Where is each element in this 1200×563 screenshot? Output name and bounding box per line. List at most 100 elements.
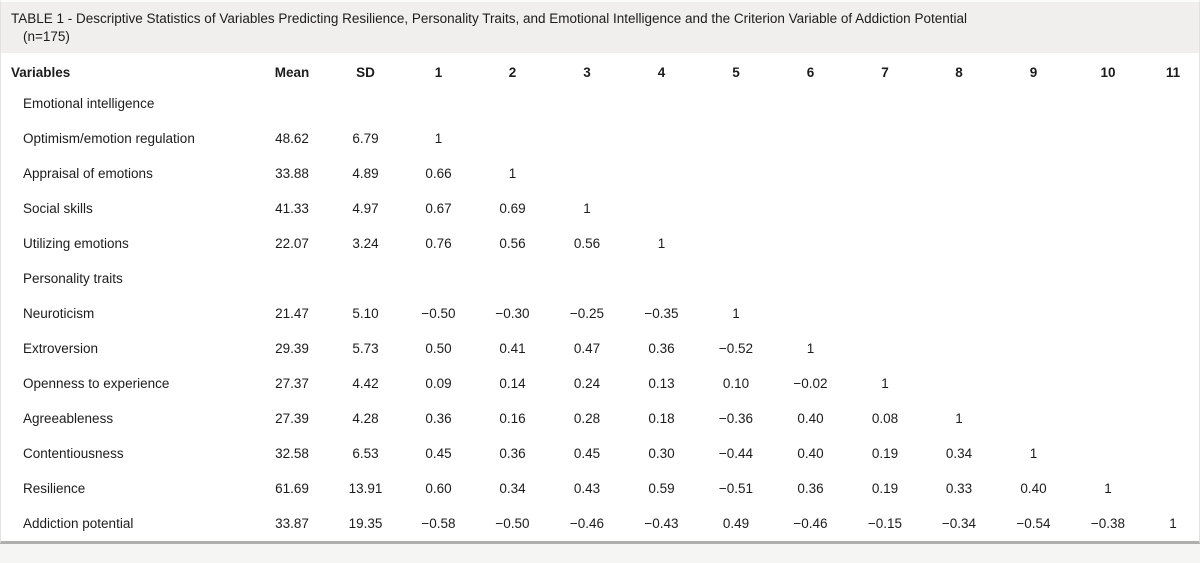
variable-label: Neuroticism [23,306,95,321]
descriptive-statistics-table: Variables Mean SD 1 2 3 4 5 6 7 8 9 10 11 Emotional i… [1,53,1200,541]
cell-value [773,296,848,331]
cell-value: −0.36 [718,411,754,426]
cell-value: −0.51 [718,481,754,496]
cell-value: 0.18 [648,411,675,426]
table-row: Optimism/emotion regulation 48.62 6.79 1 [1,121,1200,156]
cell-value [848,226,922,261]
cell-value [1145,86,1200,121]
cell-value [1145,436,1200,471]
cell-value: 0.19 [871,446,899,461]
cell-value [624,121,699,156]
cell-value [402,86,475,121]
cell-value: 22.07 [275,236,309,251]
cell-value [1145,296,1200,331]
cell-value [922,156,996,191]
cell-value: 0.24 [573,376,601,391]
cell-value: 0.09 [425,376,452,391]
cell-value: −0.50 [495,516,530,531]
cell-value: 0.36 [499,446,526,461]
cell-value [402,261,475,296]
column-header-sd: SD [356,65,375,80]
table-sample-size: (n=175) [23,29,70,44]
cell-value: 13.91 [348,481,383,496]
cell-value: 5.10 [352,306,379,321]
table-header-row: Variables Mean SD 1 2 3 4 5 6 7 8 9 10 11 [1,53,1200,86]
column-header-7: 7 [881,65,889,80]
cell-value: 0.40 [1020,481,1047,496]
cell-value: 27.37 [275,376,309,391]
cell-value [1071,86,1145,121]
column-header-8: 8 [955,65,963,80]
cell-value [848,121,922,156]
cell-value [996,366,1071,401]
variable-label: Utilizing emotions [23,236,129,251]
cell-value [624,156,699,191]
column-header-6: 6 [806,65,815,80]
table-row: Utilizing emotions 22.07 3.24 0.76 0.56 0.56 1 [1,226,1200,261]
column-header-10: 10 [1100,65,1116,80]
section-label: Emotional intelligence [23,96,155,111]
cell-value: 0.76 [425,236,452,251]
cell-value [550,156,624,191]
cell-value: 1 [806,341,815,356]
cell-value [773,261,848,296]
cell-value: 32.58 [275,446,309,461]
cell-value [550,86,624,121]
variable-label: Appraisal of emotions [23,166,153,181]
cell-value [1145,366,1200,401]
cell-value [848,261,922,296]
cell-value [550,121,624,156]
cell-value: 0.40 [797,446,824,461]
cell-value [1071,296,1145,331]
cell-value [922,296,996,331]
cell-value: −0.50 [421,306,456,321]
cell-value [329,86,402,121]
cell-value [699,191,773,226]
cell-value: −0.52 [718,341,754,356]
cell-value: −0.34 [941,516,977,531]
cell-value [550,261,624,296]
cell-value: 4.97 [352,201,379,216]
cell-value: 1 [508,166,517,181]
cell-value [624,86,699,121]
table-row: Agreeableness 27.39 4.28 0.36 0.16 0.28 0.18 −0… [1,401,1200,436]
cell-value: −0.30 [495,306,530,321]
cell-value [773,191,848,226]
cell-value: −0.15 [867,516,903,531]
variable-label: Addiction potential [23,516,134,531]
cell-value [1145,226,1200,261]
column-header-5: 5 [732,65,740,80]
cell-value: 0.66 [425,166,452,181]
cell-value: 1 [881,376,889,391]
cell-value [475,261,550,296]
cell-value [773,86,848,121]
cell-value: 1 [1029,446,1038,461]
cell-value [996,296,1071,331]
cell-value [1145,156,1200,191]
cell-value: 0.10 [722,376,750,391]
cell-value: 0.33 [945,481,973,496]
cell-value [848,191,922,226]
cell-value: 0.69 [499,201,526,216]
cell-value: 0.36 [648,341,675,356]
cell-value: 1 [657,236,666,251]
cell-value: −0.44 [718,446,754,461]
cell-value: 0.59 [648,481,675,496]
variable-label: Extroversion [23,341,99,356]
table-title-text: TABLE 1 - Descriptive Statistics of Vari… [11,11,967,26]
cell-value: 29.39 [275,341,309,356]
cell-value: 0.41 [499,341,526,356]
cell-value: −0.46 [793,516,828,531]
cell-value [848,331,922,366]
column-header-4: 4 [657,65,666,80]
cell-value [475,86,550,121]
cell-value: 0.34 [945,446,973,461]
table-row: Addiction potential 33.87 19.35 −0.58 −0.50 −… [1,506,1200,541]
cell-value: 19.35 [348,516,383,531]
cell-value: 0.34 [499,481,526,496]
cell-value [699,261,773,296]
cell-value: 0.45 [425,446,452,461]
variable-label: Social skills [23,201,93,216]
table-row: Neuroticism 21.47 5.10 −0.50 −0.30 −0.25 −0.35… [1,296,1200,331]
